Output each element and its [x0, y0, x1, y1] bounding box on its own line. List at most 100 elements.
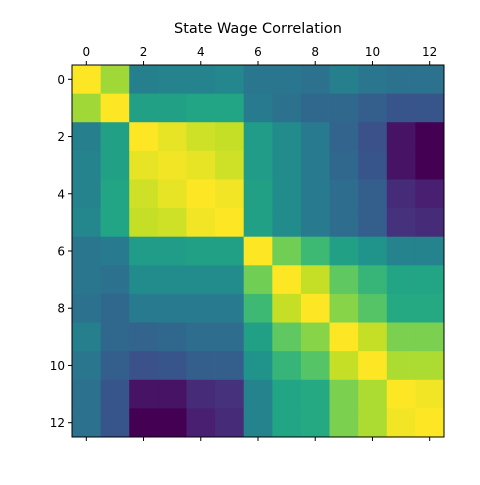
heatmap-cell: [329, 150, 359, 180]
heatmap-cell: [157, 408, 187, 438]
heatmap-cell: [243, 265, 273, 295]
heatmap-cell: [415, 379, 445, 409]
heatmap-cell: [358, 122, 388, 152]
heatmap-cell: [415, 351, 445, 381]
heatmap-cell: [386, 408, 416, 438]
heatmap-cell: [72, 179, 102, 209]
heatmap-cell: [100, 322, 130, 352]
heatmap-cell: [215, 322, 245, 352]
heatmap-cell: [157, 122, 187, 152]
heatmap-cell: [386, 236, 416, 266]
heatmap-cell: [129, 351, 159, 381]
heatmap-cell: [157, 93, 187, 123]
heatmap-cell: [329, 265, 359, 295]
heatmap-cell: [72, 265, 102, 295]
heatmap-cell: [186, 351, 216, 381]
heatmap-cell: [186, 65, 216, 95]
heatmap-cell: [386, 179, 416, 209]
heatmap-cell: [386, 293, 416, 323]
heatmap-cell: [329, 351, 359, 381]
x-tick-label: 2: [140, 45, 148, 59]
heatmap-cell: [386, 122, 416, 152]
heatmap-cell: [415, 150, 445, 180]
heatmap-cell: [272, 208, 302, 238]
heatmap-cell: [272, 236, 302, 266]
heatmap-cell: [415, 322, 445, 352]
heatmap-cell: [215, 93, 245, 123]
heatmap-cell: [272, 379, 302, 409]
heatmap-cell: [329, 93, 359, 123]
heatmap-cell: [386, 265, 416, 295]
heatmap-cell: [329, 208, 359, 238]
heatmap-cell: [243, 122, 273, 152]
heatmap-cell: [329, 408, 359, 438]
heatmap-cell: [386, 351, 416, 381]
heatmap-cell: [386, 208, 416, 238]
heatmap-cell: [157, 236, 187, 266]
heatmap-cell: [72, 408, 102, 438]
heatmap-cell: [100, 408, 130, 438]
x-tick-label: 12: [422, 45, 437, 59]
x-tick-label: 6: [254, 45, 262, 59]
x-tick-label: 0: [82, 45, 90, 59]
heatmap-cell: [358, 293, 388, 323]
heatmap-cell: [300, 322, 330, 352]
heatmap-cell: [300, 236, 330, 266]
y-tick-label: 8: [57, 302, 65, 316]
heatmap-cell: [415, 236, 445, 266]
heatmap-cell: [100, 293, 130, 323]
heatmap-cell: [358, 322, 388, 352]
heatmap-cell: [186, 408, 216, 438]
heatmap-cell: [415, 265, 445, 295]
heatmap-cell: [100, 265, 130, 295]
heatmap-cell: [157, 379, 187, 409]
heatmap-cell: [272, 93, 302, 123]
heatmap-cell: [186, 236, 216, 266]
chart-title: State Wage Correlation: [174, 21, 342, 37]
y-tick-label: 10: [50, 359, 65, 373]
heatmap-cell: [415, 408, 445, 438]
heatmap-cell: [129, 236, 159, 266]
heatmap-cell: [129, 65, 159, 95]
heatmap-cell: [100, 208, 130, 238]
heatmap-cell: [157, 65, 187, 95]
heatmap-cell: [243, 408, 273, 438]
y-tick-label: 12: [50, 416, 65, 430]
heatmap-cell: [329, 293, 359, 323]
heatmap-cell: [215, 236, 245, 266]
heatmap-cell: [300, 208, 330, 238]
heatmap-cell: [72, 351, 102, 381]
heatmap-cell: [272, 351, 302, 381]
heatmap-cell: [300, 93, 330, 123]
heatmap-cell: [243, 65, 273, 95]
heatmap-cell: [272, 408, 302, 438]
x-tick-label: 4: [197, 45, 205, 59]
heatmap-cell: [215, 179, 245, 209]
heatmap-cell: [415, 293, 445, 323]
heatmap-cell: [129, 265, 159, 295]
heatmap-cell: [72, 208, 102, 238]
heatmap-cell: [100, 122, 130, 152]
heatmap-cell: [243, 379, 273, 409]
heatmap-cell: [215, 408, 245, 438]
heatmap-cell: [300, 379, 330, 409]
heatmap-cell: [72, 322, 102, 352]
heatmap-cell: [215, 379, 245, 409]
heatmap-cell: [215, 65, 245, 95]
heatmap-cell: [72, 93, 102, 123]
heatmap-cell: [415, 93, 445, 123]
heatmap-cell: [100, 236, 130, 266]
heatmap-cell: [186, 293, 216, 323]
heatmap-cell: [272, 65, 302, 95]
heatmap-cell: [186, 208, 216, 238]
heatmap-cell: [329, 122, 359, 152]
heatmap-cell: [186, 122, 216, 152]
heatmap-cell: [100, 379, 130, 409]
heatmap-cell: [215, 208, 245, 238]
heatmap-cell: [72, 293, 102, 323]
heatmap-cell: [157, 150, 187, 180]
heatmap-cell: [358, 265, 388, 295]
heatmap-cell: [329, 179, 359, 209]
heatmap-cell: [186, 379, 216, 409]
